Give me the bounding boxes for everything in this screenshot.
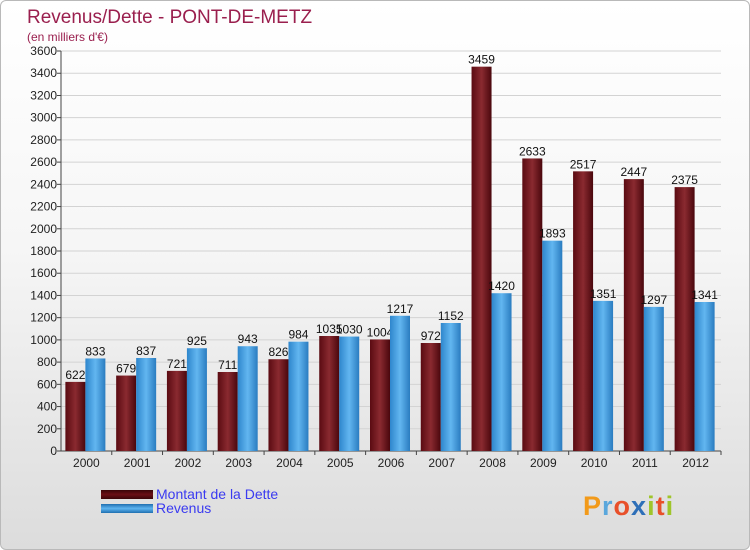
data-label-revenus-2005: 1030 bbox=[336, 323, 363, 337]
y-tick-label: 3600 bbox=[30, 44, 57, 58]
data-label-revenus-2002: 925 bbox=[187, 334, 207, 348]
x-tick-label: 2002 bbox=[175, 456, 202, 470]
y-tick-label: 3000 bbox=[30, 111, 57, 125]
y-tick-label: 2800 bbox=[30, 133, 57, 147]
bar-revenus-2010 bbox=[593, 300, 614, 451]
data-label-revenus-2012: 1341 bbox=[691, 288, 718, 302]
x-tick-label: 2005 bbox=[327, 456, 354, 470]
bar-dette-2008 bbox=[471, 66, 492, 452]
x-tick-label: 2010 bbox=[581, 456, 608, 470]
y-tick-label: 200 bbox=[37, 422, 57, 436]
data-label-dette-2006: 1004 bbox=[367, 325, 394, 339]
y-tick-label: 400 bbox=[37, 400, 57, 414]
bar-dette-2010 bbox=[573, 171, 594, 452]
bar-revenus-2000 bbox=[85, 358, 106, 451]
y-tick-label: 800 bbox=[37, 355, 57, 369]
y-tick-label: 3400 bbox=[30, 66, 57, 80]
y-tick-label: 1600 bbox=[30, 266, 57, 280]
bar-dette-2006 bbox=[370, 339, 390, 451]
data-label-revenus-2008: 1420 bbox=[488, 279, 515, 293]
y-tick-label: 2600 bbox=[30, 155, 57, 169]
data-label-revenus-2011: 1297 bbox=[640, 293, 667, 307]
legend-label-dette: Montant de la Dette bbox=[156, 486, 279, 502]
y-tick-label: 600 bbox=[37, 377, 57, 391]
data-label-dette-2005: 1035 bbox=[316, 322, 343, 336]
y-tick-label: 0 bbox=[50, 444, 57, 458]
x-tick-label: 2009 bbox=[530, 456, 557, 470]
bar-dette-2009 bbox=[522, 158, 543, 451]
x-tick-label: 2006 bbox=[378, 456, 405, 470]
bar-revenus-2009 bbox=[542, 240, 563, 451]
chart-subtitle: (en milliers d'€) bbox=[27, 30, 108, 44]
x-tick-label: 2003 bbox=[225, 456, 252, 470]
bar-revenus-2007 bbox=[440, 323, 461, 451]
bar-revenus-2003 bbox=[237, 346, 258, 451]
bar-chart: 0 200 400 600 800 1000 1200 1400 1600 1800 2000 220… bbox=[30, 44, 722, 470]
bar-dette-2012 bbox=[674, 187, 695, 451]
y-tick-label: 2400 bbox=[30, 177, 57, 191]
y-tick-label: 1200 bbox=[30, 311, 57, 325]
bar-dette-2000 bbox=[65, 381, 86, 451]
data-label-dette-2011: 2447 bbox=[620, 165, 647, 179]
x-tick-label: 2012 bbox=[682, 456, 709, 470]
data-label-dette-2001: 679 bbox=[116, 362, 136, 376]
x-tick-label: 2008 bbox=[479, 456, 506, 470]
bar-revenus-2005 bbox=[339, 336, 360, 451]
bar-revenus-2006 bbox=[390, 315, 410, 451]
data-label-dette-2008: 3459 bbox=[468, 53, 495, 67]
data-label-dette-2009: 2633 bbox=[519, 144, 546, 158]
y-tick-label: 1400 bbox=[30, 288, 57, 302]
bar-dette-2001 bbox=[116, 375, 137, 451]
bar-revenus-2001 bbox=[136, 358, 157, 451]
y-tick-label: 2000 bbox=[30, 222, 57, 236]
y-tick-label: 1000 bbox=[30, 333, 57, 347]
data-label-dette-2010: 2517 bbox=[570, 157, 597, 171]
legend-swatch-dette bbox=[101, 490, 153, 499]
bar-dette-2005 bbox=[319, 336, 340, 451]
data-label-revenus-2001: 837 bbox=[136, 344, 156, 358]
legend-swatch-revenus bbox=[101, 504, 153, 513]
chart-title: Revenus/Dette - PONT-DE-METZ bbox=[27, 7, 313, 28]
data-label-revenus-2003: 943 bbox=[238, 332, 258, 346]
bar-dette-2011 bbox=[623, 179, 644, 451]
data-label-revenus-2004: 984 bbox=[288, 328, 308, 342]
data-label-revenus-2010: 1351 bbox=[590, 287, 617, 301]
bar-dette-2004 bbox=[268, 359, 289, 451]
bar-revenus-2004 bbox=[288, 341, 309, 451]
bar-revenus-2008 bbox=[491, 293, 512, 451]
x-tick-label: 2007 bbox=[428, 456, 455, 470]
bar-dette-2007 bbox=[420, 343, 441, 451]
x-tick-label: 2001 bbox=[124, 456, 151, 470]
bar-revenus-2011 bbox=[643, 306, 664, 451]
data-label-dette-2004: 826 bbox=[268, 345, 288, 359]
x-tick-label: 2004 bbox=[276, 456, 303, 470]
proxiti-logo: Proxiti bbox=[583, 491, 675, 521]
bar-revenus-2012 bbox=[694, 302, 715, 451]
bar-revenus-2002 bbox=[186, 348, 207, 451]
data-label-revenus-2006: 1217 bbox=[387, 302, 414, 316]
bar-dette-2002 bbox=[166, 370, 187, 451]
data-label-dette-2007: 972 bbox=[421, 329, 441, 343]
legend-label-revenus: Revenus bbox=[156, 500, 212, 516]
data-label-dette-2002: 721 bbox=[167, 357, 187, 371]
y-tick-label: 1800 bbox=[30, 244, 57, 258]
data-label-revenus-2007: 1152 bbox=[438, 309, 464, 323]
x-tick-label: 2000 bbox=[73, 456, 100, 470]
data-label-dette-2000: 622 bbox=[65, 368, 85, 382]
data-label-revenus-2009: 1893 bbox=[539, 227, 566, 241]
data-label-dette-2012: 2375 bbox=[671, 173, 698, 187]
data-label-dette-2003: 711 bbox=[218, 358, 237, 372]
x-tick-label: 2011 bbox=[632, 456, 658, 470]
bar-dette-2003 bbox=[217, 372, 238, 451]
y-tick-label: 2200 bbox=[30, 200, 57, 214]
y-tick-label: 3200 bbox=[30, 88, 57, 102]
data-label-revenus-2000: 833 bbox=[85, 344, 105, 358]
